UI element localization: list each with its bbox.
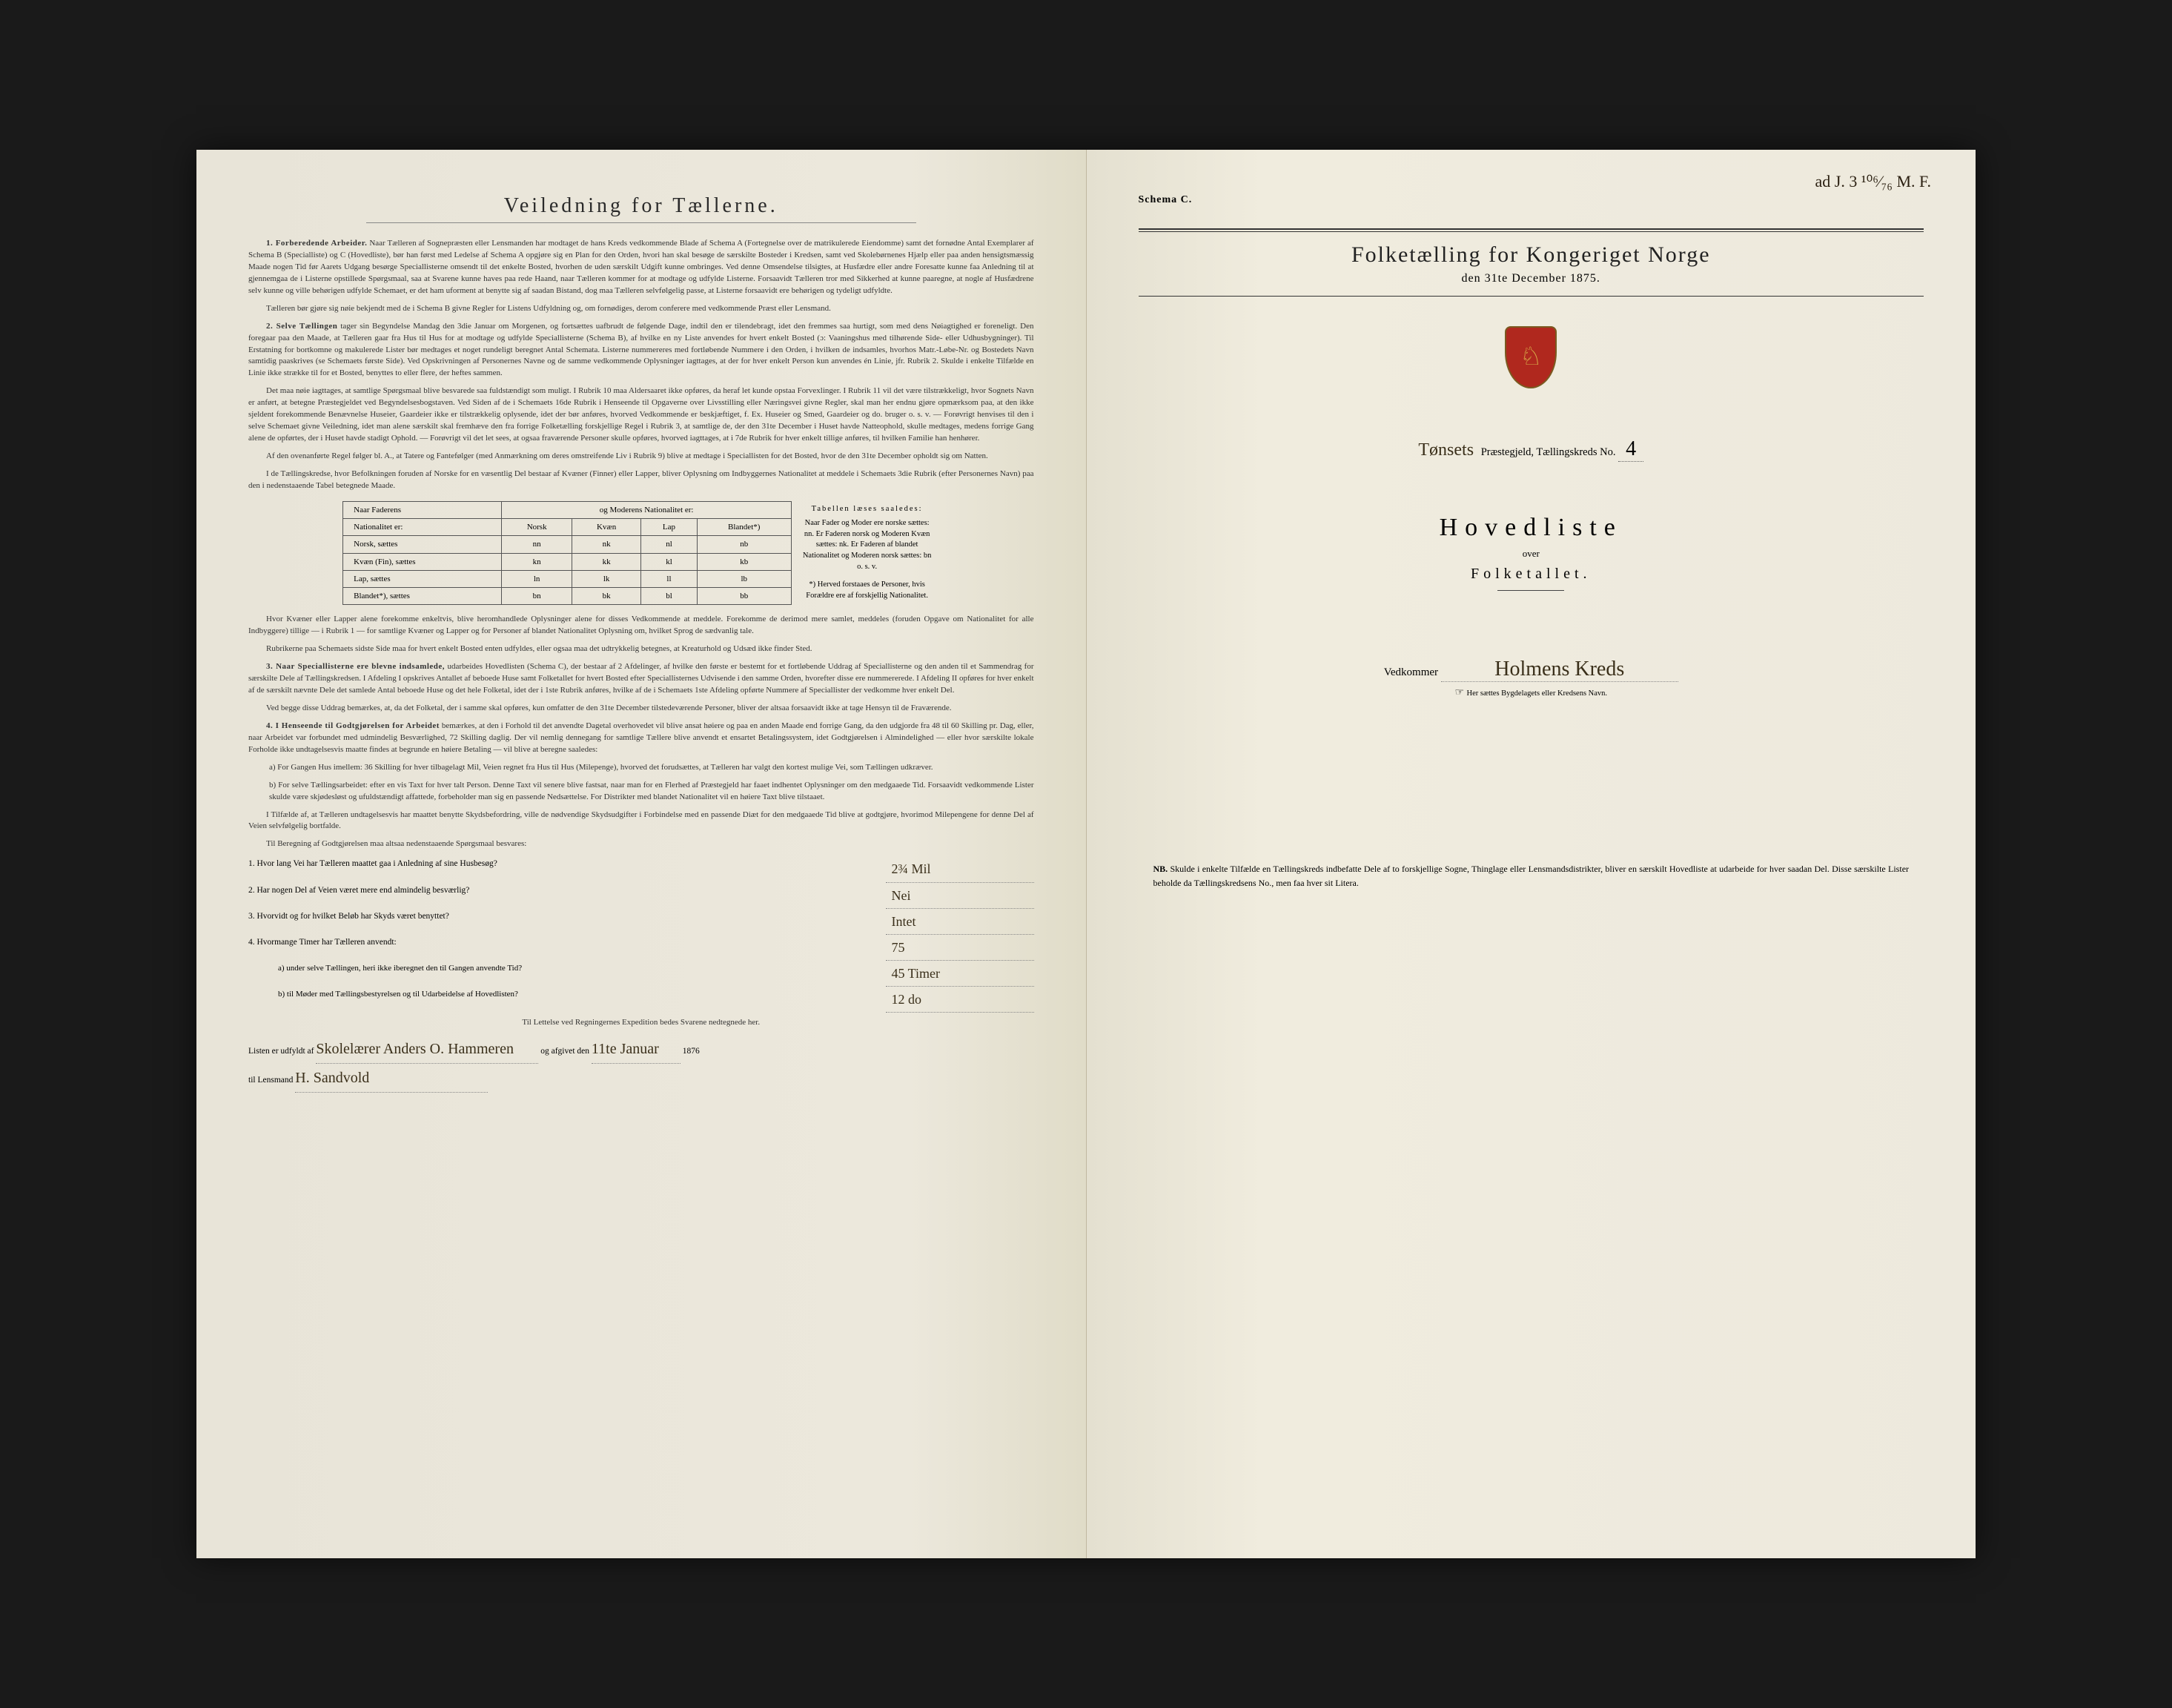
- folketallet-heading: Folketallet.: [1139, 566, 1924, 583]
- sh2: Kvæn: [572, 519, 640, 536]
- schema-label: Schema C.: [1139, 194, 1924, 206]
- th-faderen: Naar Faderens: [343, 501, 502, 518]
- side-text: Naar Fader og Moder ere norske sættes: n…: [802, 518, 933, 572]
- sig1a: Listen er udfyldt af: [248, 1047, 314, 1056]
- vedkommer-note: Her sættes Bygdelagets eller Kredsens Na…: [1139, 686, 1924, 699]
- p2-text: tager sin Begyndelse Mandag den 3die Jan…: [248, 322, 1034, 378]
- census-title: Folketælling for Kongeriget Norge: [1139, 242, 1924, 268]
- rule-double-top: [1139, 228, 1924, 232]
- p5a-lead: a) For Gangen Hus imellem:: [269, 763, 362, 772]
- right-page: Schema C. ad J. 3 ¹⁰⁶⁄₇₆ M. F. Folketæll…: [1087, 150, 1976, 1558]
- parish-label: Præstegjeld, Tællingskreds No.: [1481, 446, 1616, 458]
- p5a-text: 36 Skilling for hver tilbagelagt Mil, Ve…: [365, 763, 933, 772]
- p2d: I de Tællingskredse, hvor Befolkningen f…: [248, 469, 1034, 492]
- p1-lead: 1. Forberedende Arbeider.: [266, 239, 367, 248]
- q4b: b) til Møder med Tællingsbestyrelsen og …: [248, 987, 886, 1013]
- rule-thin: [1497, 590, 1564, 591]
- p5-lead: 4. I Henseende til Godtgjørelsen for Arb…: [266, 721, 440, 730]
- sig-lensmand: H. Sandvold: [295, 1064, 488, 1093]
- a1: 2¾ Mil: [886, 856, 1034, 882]
- kreds-no: 4: [1618, 437, 1643, 462]
- coat-of-arms: ♛ ♘: [1499, 326, 1563, 400]
- side-note: *) Herved forstaaes de Personer, hvis Fo…: [802, 580, 933, 601]
- p1b: Tælleren bør gjøre sig nøie bekjendt med…: [248, 303, 1034, 315]
- left-title: Veiledning for Tællerne.: [366, 194, 916, 223]
- vedkommer-label: Vedkommer: [1384, 666, 1438, 678]
- p1: 1. Forberedende Arbeider. Naar Tælleren …: [248, 238, 1034, 297]
- lion-icon: ♘: [1520, 342, 1542, 371]
- sig-intro: Til Lettelse ved Regningernes Expedition…: [248, 1017, 1034, 1029]
- hovedliste-heading: Hovedliste: [1139, 514, 1924, 542]
- vedkommer-value: Holmens Kreds: [1441, 658, 1678, 682]
- parish-line: Tønsets Præstegjeld, Tællingskreds No. 4: [1139, 437, 1924, 462]
- sig2a: til Lensmand: [248, 1076, 293, 1085]
- q2: 2. Har nogen Del af Veien været mere end…: [248, 883, 886, 909]
- p2b: Det maa nøie iagttages, at samtlige Spør…: [248, 385, 1034, 445]
- sh1: Norsk: [502, 519, 572, 536]
- p5c: I Tilfælde af, at Tælleren undtagelsesvi…: [248, 810, 1034, 833]
- p5b-lead: b) For selve Tællingsarbeidet:: [269, 781, 368, 790]
- questions-block: 1. Hvor lang Vei har Tælleren maattet ga…: [248, 856, 1034, 1013]
- sig-line-2: til Lensmand H. Sandvold: [248, 1064, 1034, 1093]
- p5d: Til Beregning af Godtgjørelsen maa altsa…: [248, 838, 1034, 850]
- a4: 75: [886, 935, 1034, 961]
- p4-lead: 3. Naar Speciallisterne ere blevne indsa…: [266, 662, 445, 671]
- p2-lead: 2. Selve Tællingen: [266, 322, 337, 331]
- over-label: over: [1139, 548, 1924, 560]
- sig-year: 1876: [683, 1047, 700, 1056]
- a4a: 45 Timer: [886, 961, 1034, 987]
- left-page: Veiledning for Tællerne. 1. Forberedende…: [196, 150, 1087, 1558]
- nb-lead: NB.: [1153, 864, 1168, 874]
- top-annotation: ad J. 3 ¹⁰⁶⁄₇₆ M. F.: [1815, 172, 1931, 191]
- p2c: Af den ovenanførte Regel følger bl. A., …: [248, 451, 1034, 463]
- table-side: Tabellen læses saaledes: Naar Fader og M…: [791, 501, 939, 605]
- a3: Intet: [886, 909, 1034, 935]
- shield-icon: ♘: [1505, 326, 1557, 388]
- p3b: Rubrikerne paa Schemaets sidste Side maa…: [248, 643, 1034, 655]
- p4b: Ved begge disse Uddrag bemærkes, at, da …: [248, 703, 1034, 715]
- sig1b: og afgivet den: [540, 1047, 589, 1056]
- nb-paragraph: NB. Skulde i enkelte Tilfælde en Tælling…: [1139, 862, 1924, 890]
- sh0: Nationalitet er:: [343, 519, 502, 536]
- p5a: a) For Gangen Hus imellem: 36 Skilling f…: [248, 762, 1034, 774]
- document-spread: Veiledning for Tællerne. 1. Forberedende…: [196, 150, 1976, 1558]
- th-moderen: og Moderens Nationalitet er:: [502, 501, 792, 518]
- p2: 2. Selve Tællingen tager sin Begyndelse …: [248, 321, 1034, 380]
- p5b-text: efter en vis Taxt for hver talt Person. …: [269, 781, 1034, 801]
- sig-date: 11te Januar: [592, 1035, 681, 1064]
- q4: 4. Hvormange Timer har Tælleren anvendt:: [248, 935, 886, 961]
- sh4: Blandet*): [697, 519, 791, 536]
- sh3: Lap: [641, 519, 697, 536]
- side-title: Tabellen læses saaledes:: [802, 504, 933, 515]
- census-subtitle: den 31te December 1875.: [1139, 272, 1924, 285]
- nb-text: Skulde i enkelte Tilfælde en Tællingskre…: [1153, 864, 1910, 888]
- p3: Hvor Kvæner eller Lapper alene forekomme…: [248, 614, 1034, 638]
- sig-line-1: Listen er udfyldt af Skolelærer Anders O…: [248, 1035, 1034, 1064]
- vedkommer-line: Vedkommer Holmens Kreds: [1139, 658, 1924, 682]
- q4a: a) under selve Tællingen, heri ikke iber…: [248, 961, 886, 987]
- a4b: 12 do: [886, 987, 1034, 1013]
- rule-single: [1139, 296, 1924, 297]
- sig-name: Skolelærer Anders O. Hammeren: [316, 1035, 538, 1064]
- parish-name: Tønsets: [1418, 440, 1474, 460]
- nationality-table: Naar Faderens og Moderens Nationalitet e…: [342, 501, 939, 606]
- p4: 3. Naar Speciallisterne ere blevne indsa…: [248, 661, 1034, 697]
- p5b: b) For selve Tællingsarbeidet: efter en …: [248, 780, 1034, 804]
- q1: 1. Hvor lang Vei har Tælleren maattet ga…: [248, 856, 886, 882]
- p5: 4. I Henseende til Godtgjørelsen for Arb…: [248, 721, 1034, 756]
- a2: Nei: [886, 883, 1034, 909]
- q3: 3. Hvorvidt og for hvilket Beløb har Sky…: [248, 909, 886, 935]
